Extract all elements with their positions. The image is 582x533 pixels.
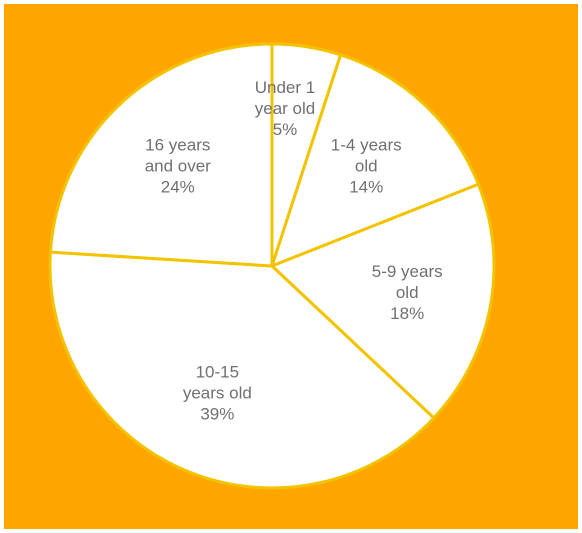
pie-labels: Under 1 year old 5% 1-4 years old 14% 5-9 year… [145, 78, 443, 423]
slice-label-line: 5% [273, 120, 298, 139]
slice-label-4: 16 years and over 24% [145, 136, 211, 197]
pie-slice-3 [48, 250, 436, 490]
slice-label-line: 1-4 years [331, 136, 402, 155]
pie-slice-2 [270, 182, 496, 420]
slice-label-line: 16 years [145, 136, 210, 155]
slice-label-line: old [396, 283, 419, 302]
slice-label-line: 24% [161, 178, 195, 197]
slice-label-line: years old [183, 383, 252, 402]
pie-slice-1 [270, 53, 480, 268]
slice-label-3: 10-15 years old 39% [183, 362, 252, 423]
slice-label-line: year old [255, 99, 315, 118]
slice-label-line: 18% [390, 304, 424, 323]
slice-label-1: 1-4 years old 14% [331, 136, 402, 197]
slice-label-line: 39% [200, 404, 234, 423]
slice-label-2: 5-9 years old 18% [372, 262, 443, 323]
slice-label-line: and over [145, 157, 211, 176]
slice-label-line: 10-15 [196, 362, 239, 381]
slice-label-0: Under 1 year old 5% [255, 78, 315, 139]
pie-slices [48, 42, 496, 490]
slice-label-line: 5-9 years [372, 262, 443, 281]
pie-slice-4 [48, 42, 274, 268]
slice-label-line: Under 1 [255, 78, 315, 97]
slice-label-line: old [355, 157, 378, 176]
slice-label-line: 14% [349, 178, 383, 197]
